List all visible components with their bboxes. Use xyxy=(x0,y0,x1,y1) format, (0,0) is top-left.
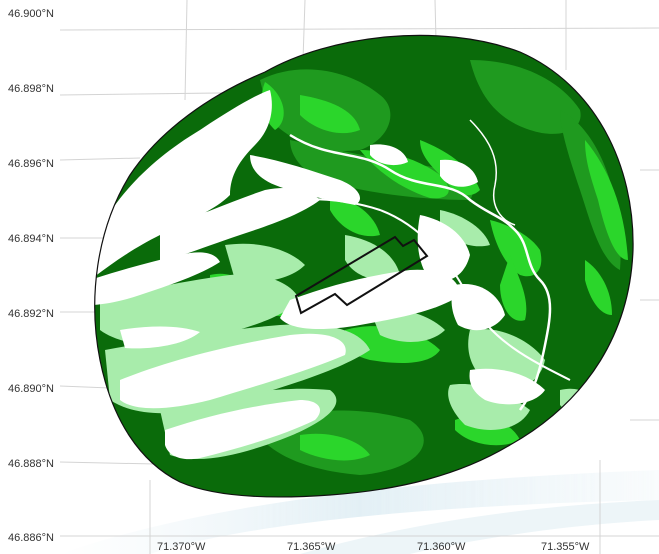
study-area-boundary xyxy=(94,34,634,498)
highway xyxy=(179,198,571,381)
lon-tick-label: 71.370°W xyxy=(157,541,206,553)
basemap-watermark xyxy=(60,470,659,554)
lon-tick-label: 71.365°W xyxy=(287,541,336,553)
lon-tick-label: 71.360°W xyxy=(417,541,466,553)
site-outline[interactable] xyxy=(294,235,429,315)
lat-tick-label: 46.886°N xyxy=(8,532,54,544)
lat-tick-label: 46.888°N xyxy=(8,458,54,470)
river-channel xyxy=(289,133,552,411)
lat-tick-label: 46.894°N xyxy=(8,233,54,245)
river-channel-secondary xyxy=(469,119,516,226)
urban-white-zone xyxy=(94,90,545,460)
lat-tick-label: 46.898°N xyxy=(8,83,54,95)
latitude-axis: 46.900°N 46.898°N 46.896°N 46.894°N 46.8… xyxy=(8,8,54,544)
lat-tick-label: 46.892°N xyxy=(8,308,54,320)
basemap-roads xyxy=(59,0,659,554)
lat-tick-label: 46.900°N xyxy=(8,8,54,20)
lat-tick-label: 46.896°N xyxy=(8,158,54,170)
longitude-axis: 71.370°W 71.365°W 71.360°W 71.355°W xyxy=(157,541,590,553)
lat-tick-label: 46.890°N xyxy=(8,383,54,395)
inundation-layers xyxy=(94,35,634,497)
lon-tick-label: 71.355°W xyxy=(541,541,590,553)
